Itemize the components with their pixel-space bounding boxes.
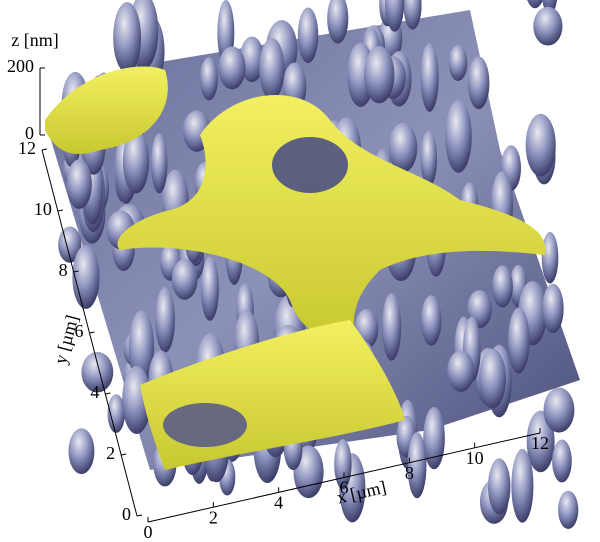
surface-bump: [122, 365, 152, 434]
z-tick-label: 200: [7, 56, 34, 76]
surface-bump: [200, 256, 219, 321]
surface-bump: [421, 295, 442, 346]
surface-bump: [552, 439, 572, 483]
y-tick: [57, 209, 63, 212]
surface-bump: [420, 130, 438, 187]
surface-bump: [542, 283, 564, 334]
surface-bump: [200, 57, 218, 101]
y-tick-label: 6: [75, 321, 84, 341]
x-tick-label: 6: [340, 478, 349, 498]
y-tick: [89, 331, 95, 334]
surface-bump: [382, 293, 402, 361]
surface-bump: [297, 7, 319, 64]
surface-bump: [239, 36, 265, 83]
surface-bump: [541, 231, 559, 284]
surface-bump: [488, 458, 511, 515]
surface-bump: [259, 38, 285, 100]
surface-bump: [543, 387, 575, 433]
surface-bump: [526, 410, 555, 473]
surface-bump: [445, 99, 472, 173]
surface: [45, 0, 580, 530]
surface-bump: [407, 432, 427, 499]
surface-bump: [113, 2, 142, 73]
y-tick: [73, 270, 79, 273]
y-tick: [105, 392, 111, 395]
surface-bump: [525, 113, 556, 177]
surface-bump: [385, 0, 405, 32]
surface-bump: [479, 348, 507, 409]
surface-bump: [122, 129, 150, 194]
x-tick-label: 10: [466, 448, 484, 468]
surface-bump: [151, 133, 168, 194]
surface-bump: [327, 0, 349, 44]
surface-bump: [511, 448, 534, 523]
y-tick: [41, 148, 48, 151]
surface-bump: [527, 0, 543, 9]
surface-bump: [171, 258, 198, 300]
y-tick-label: 4: [90, 382, 99, 402]
surface-bump: [447, 350, 475, 392]
surface-bump: [66, 159, 92, 209]
surface-bump: [81, 351, 114, 393]
axes: z [nm] x [µm] y [µm] 0246810120246810120…: [7, 30, 549, 542]
surface-bump: [448, 44, 468, 81]
surface-bump: [218, 46, 246, 90]
y-tick-label: 10: [34, 199, 52, 219]
surface-bump: [363, 46, 395, 104]
surface-bump: [107, 394, 125, 433]
z-tick-label: 0: [25, 123, 34, 143]
surface-bump: [533, 6, 563, 46]
y-tick: [121, 453, 127, 456]
x-tick-label: 4: [274, 492, 283, 512]
surface-bump: [507, 307, 530, 374]
x-tick-label: 12: [531, 433, 549, 453]
surface-bump: [492, 265, 513, 308]
surface-bump: [388, 122, 418, 173]
surface-bump: [155, 286, 175, 353]
surface-bump: [68, 428, 95, 475]
x-tick-label: 2: [209, 507, 218, 527]
y-tick: [136, 514, 143, 517]
z-axis-label: z [nm]: [11, 30, 58, 50]
surface-bump: [423, 406, 445, 470]
surface-bump: [403, 0, 422, 30]
x-tick-label: 0: [144, 522, 153, 542]
y-tick-label: 12: [18, 138, 36, 158]
surface-bump: [420, 43, 439, 112]
surface-bump: [558, 490, 579, 530]
surface-bump: [72, 245, 100, 309]
y-tick-label: 2: [106, 443, 115, 463]
y-tick-label: 0: [122, 504, 131, 524]
y-tick-label: 8: [59, 260, 68, 280]
x-tick-label: 8: [405, 463, 414, 483]
surface-bump: [467, 56, 490, 110]
